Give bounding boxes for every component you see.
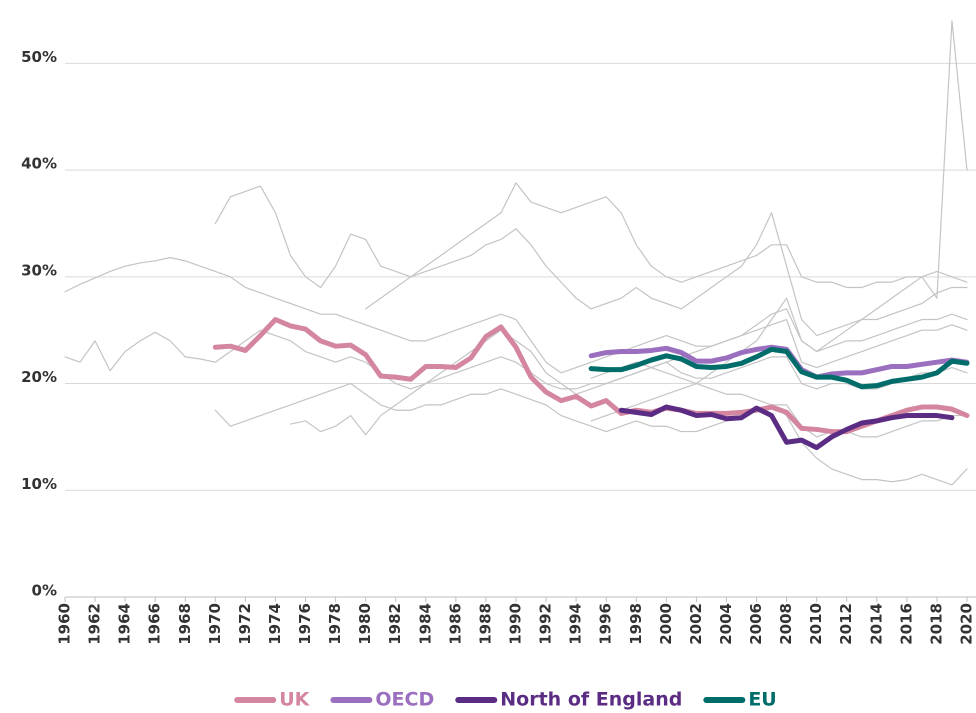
x-tick-label: 1986: [446, 603, 464, 645]
x-tick-label: 2006: [747, 603, 765, 645]
x-tick-label: 2010: [807, 603, 825, 645]
x-tick-label: 1996: [597, 603, 615, 645]
legend: UK OECD North of England EU: [234, 689, 777, 711]
y-tick-label: 40%: [21, 155, 57, 173]
x-tick-label: 1976: [296, 603, 314, 645]
series-line: [212, 317, 970, 435]
x-tick-label: 1978: [326, 603, 344, 645]
background-line: [214, 185, 968, 337]
legend-label: North of England: [500, 689, 682, 711]
x-tick-label: 2012: [837, 603, 855, 645]
background-line: [590, 20, 968, 422]
x-tick-label: 1962: [86, 603, 104, 645]
plot-area: [64, 20, 970, 486]
x-tick-label: 1980: [356, 603, 374, 645]
series-line: [588, 346, 970, 390]
series-line: [618, 404, 955, 451]
x-tick-label: 1988: [476, 603, 494, 645]
y-tick-label: 0%: [32, 582, 57, 600]
legend-label: OECD: [375, 689, 434, 711]
x-tick-label: 1972: [236, 603, 254, 645]
x-tick-label: 2004: [717, 603, 735, 645]
x-tick-label: 1984: [416, 603, 434, 645]
background-line: [289, 318, 968, 436]
y-tick-label: 20%: [21, 368, 57, 386]
x-tick-label: 2018: [927, 603, 945, 645]
legend-label: UK: [279, 689, 310, 711]
y-tick-label: 10%: [21, 475, 57, 493]
x-tick-label: 1968: [176, 603, 194, 645]
x-tick-label: 2020: [957, 603, 975, 645]
background-line: [365, 182, 968, 310]
x-tick-label: 1964: [116, 603, 134, 645]
x-tick-label: 2016: [897, 603, 915, 645]
x-tick-label: 1966: [146, 603, 164, 645]
x-tick-label: 2000: [657, 603, 675, 645]
x-tick-label: 1998: [627, 603, 645, 645]
x-tick-label: 1994: [567, 603, 585, 645]
x-tick-label: 2002: [687, 603, 705, 645]
grid: [65, 62, 976, 598]
y-tick-label: 50%: [21, 48, 57, 66]
x-tick-label: 1974: [266, 603, 284, 645]
x-tick-label: 1990: [506, 603, 524, 645]
x-tick-label: 1992: [537, 603, 555, 645]
background-line: [64, 257, 968, 374]
x-tick-label: 1960: [56, 603, 74, 645]
x-tick-label: 2014: [867, 603, 885, 645]
legend-label: EU: [748, 689, 776, 711]
y-tick-label: 30%: [21, 261, 57, 279]
x-tick-label: 2008: [777, 603, 795, 645]
axes: 0% 10% 20% 30% 40% 50% 1960 1962 1964 1966 1968 197…: [21, 48, 976, 645]
x-tick-label: 1982: [386, 603, 404, 645]
x-tick-label: 1970: [206, 603, 224, 645]
background-line: [64, 329, 968, 390]
